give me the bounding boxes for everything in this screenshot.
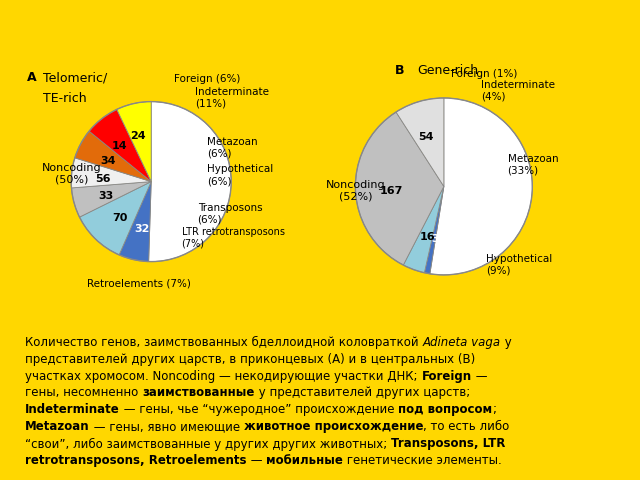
Text: заимствованные: заимствованные — [142, 386, 255, 399]
Text: 34: 34 — [100, 156, 115, 166]
Text: LTR retrotransposons
(7%): LTR retrotransposons (7%) — [182, 227, 285, 249]
Text: Indeterminate
(11%): Indeterminate (11%) — [195, 87, 269, 108]
Text: 3: 3 — [432, 234, 440, 244]
Text: Metazoan: Metazoan — [25, 420, 90, 433]
Text: Foreign: Foreign — [422, 370, 472, 383]
Text: A: A — [27, 71, 37, 84]
Text: , то есть либо: , то есть либо — [423, 420, 509, 433]
Wedge shape — [148, 102, 231, 262]
Text: Foreign (6%): Foreign (6%) — [173, 74, 240, 84]
Text: Noncoding
(50%): Noncoding (50%) — [42, 163, 101, 184]
Text: 33: 33 — [98, 192, 113, 202]
Text: 14: 14 — [111, 141, 127, 151]
Text: 70: 70 — [112, 213, 127, 223]
Text: ;: ; — [492, 404, 497, 417]
Text: Retroelements (7%): Retroelements (7%) — [87, 279, 191, 289]
Text: 54: 54 — [418, 132, 434, 142]
Text: 16: 16 — [420, 232, 435, 242]
Text: Metazoan
(6%): Metazoan (6%) — [207, 137, 258, 159]
Wedge shape — [72, 181, 151, 217]
Text: у: у — [500, 336, 511, 348]
Text: 56: 56 — [95, 174, 111, 183]
Text: гены, несомненно: гены, несомненно — [25, 386, 142, 399]
Wedge shape — [119, 181, 151, 262]
Wedge shape — [430, 98, 532, 275]
Text: Hypothetical
(6%): Hypothetical (6%) — [207, 164, 273, 186]
Text: под вопросом: под вопросом — [398, 404, 492, 417]
Text: Gene-rich: Gene-rich — [417, 64, 479, 77]
Text: Indeterminate: Indeterminate — [25, 404, 120, 417]
Text: Adineta vaga: Adineta vaga — [422, 336, 500, 348]
Wedge shape — [89, 109, 151, 181]
Wedge shape — [355, 112, 444, 265]
Text: retrotransposons, Retroelements: retrotransposons, Retroelements — [25, 455, 246, 468]
Text: животное происхождение: животное происхождение — [244, 420, 423, 433]
Text: у представителей других царств;: у представителей других царств; — [255, 386, 470, 399]
Text: Transposons
(6%): Transposons (6%) — [198, 203, 262, 225]
Text: — гены, чье “чужеродное” происхождение: — гены, чье “чужеродное” происхождение — [120, 404, 398, 417]
Text: —: — — [246, 455, 266, 468]
Text: мобильные: мобильные — [266, 455, 343, 468]
Text: 24: 24 — [130, 131, 146, 141]
Text: Hypothetical
(9%): Hypothetical (9%) — [486, 253, 552, 275]
Text: Количество генов, заимствованных бделлоидной коловраткой: Количество генов, заимствованных бделлои… — [25, 336, 422, 348]
Text: представителей других царств, в приконцевых (А) и в центральных (В): представителей других царств, в приконце… — [25, 352, 476, 365]
Wedge shape — [117, 102, 151, 181]
Text: Indeterminate
(4%): Indeterminate (4%) — [481, 80, 555, 102]
Text: генетические элементы.: генетические элементы. — [343, 455, 502, 468]
Text: Foreign (1%): Foreign (1%) — [451, 69, 517, 79]
Text: Telomeric/: Telomeric/ — [43, 71, 108, 84]
Wedge shape — [424, 186, 444, 274]
Text: “свои”, либо заимствованные у других других животных;: “свои”, либо заимствованные у других дру… — [25, 437, 391, 451]
Text: Transposons, LTR: Transposons, LTR — [391, 437, 506, 450]
Text: —: — — [472, 370, 487, 383]
Text: участках хромосом. Noncoding — некодирующие участки ДНК;: участках хромосом. Noncoding — некодирую… — [25, 370, 422, 383]
Text: Noncoding
(52%): Noncoding (52%) — [326, 180, 385, 202]
Wedge shape — [71, 158, 151, 188]
Text: 32: 32 — [134, 224, 150, 234]
Text: Metazoan
(33%): Metazoan (33%) — [508, 154, 558, 175]
Wedge shape — [75, 131, 151, 181]
Text: B: B — [395, 64, 404, 77]
Text: — гены, явно имеющие: — гены, явно имеющие — [90, 420, 244, 433]
Wedge shape — [79, 181, 151, 255]
Wedge shape — [396, 98, 444, 186]
Text: 167: 167 — [380, 186, 403, 196]
Wedge shape — [403, 186, 444, 273]
Text: TE-rich: TE-rich — [43, 92, 87, 105]
